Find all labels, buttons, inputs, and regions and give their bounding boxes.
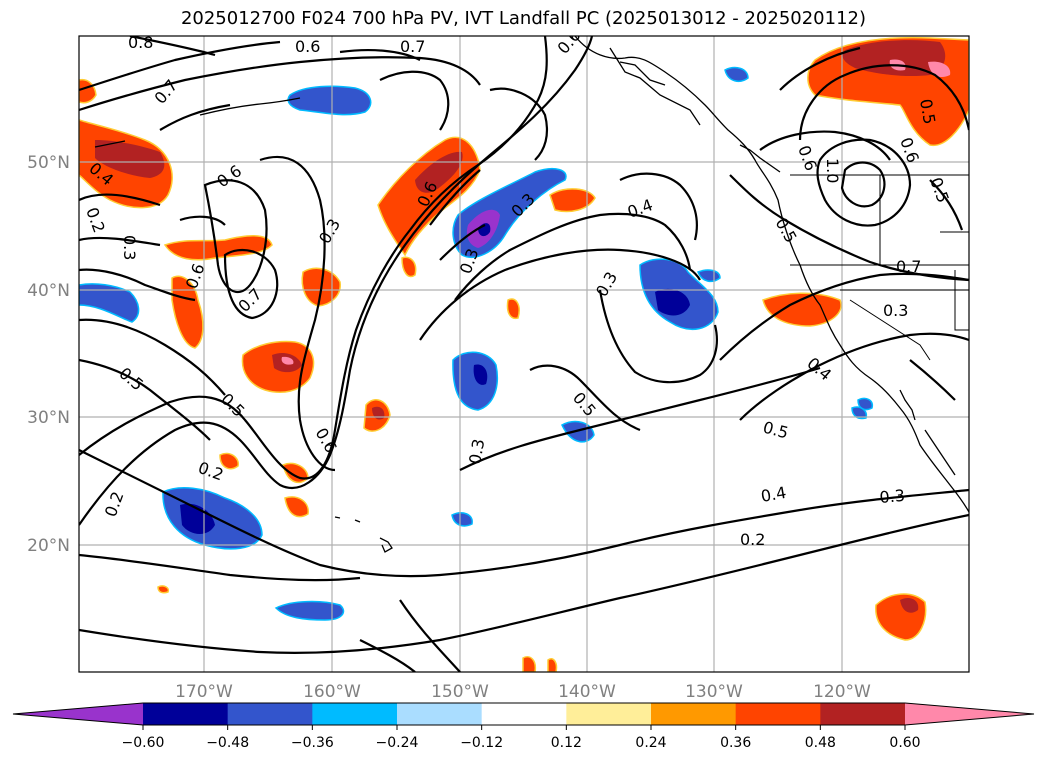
longitude-labels: 170°W 160°W 150°W 140°W 130°W 120°W [175,682,871,702]
colorbar-tick-label: 0.12 [551,735,582,751]
ivt-shading-layer [79,36,969,672]
lon-label: 170°W [175,682,233,702]
positive-anomaly-patch [522,656,537,672]
negative-anomaly-patch [287,85,372,116]
map-frame [78,35,970,673]
contour-label: 0.3 [120,235,139,260]
lat-label: 40°N [27,281,70,301]
colorbar-tick-label: 0.48 [805,735,836,751]
negative-anomaly-patch [851,406,868,420]
contour-label: 1.0 [823,158,842,183]
negative-anomaly-patch [473,364,488,385]
contour-label: 0.7 [400,37,425,56]
positive-anomaly-patch [762,292,842,327]
map-area [79,36,969,672]
lon-label: 130°W [685,682,743,702]
contour-label: 0.3 [465,437,488,465]
colorbar-tick-label: −0.60 [122,735,165,751]
negative-anomaly-patch [655,288,690,316]
contour-label: 0.5 [916,97,939,125]
negative-anomaly-patch [452,351,499,411]
colorbar-extend-min [13,703,143,725]
contour-label: 0.3 [879,486,906,507]
positive-anomaly-patch [95,140,165,178]
colorbar-segment [397,703,483,725]
map-title: 2025012700 F024 700 hPa PV, IVT Landfall… [180,8,867,29]
lon-label: 150°W [431,682,489,702]
colorbar-tick-label: −0.12 [460,735,503,751]
positive-anomaly-patch [401,256,417,278]
negative-anomaly-patch [561,420,595,443]
lat-label: 30°N [27,408,70,428]
positive-anomaly-patch [284,496,309,518]
colorbar-tick-label: 0.24 [635,735,666,751]
colorbar-segment [566,703,652,725]
colorbar-segment [312,703,398,725]
positive-anomaly-patch [281,356,294,365]
colorbar-segment [227,703,313,725]
positive-anomaly-patch [547,658,558,672]
negative-anomaly-patch [451,512,473,527]
contour-label: 0.8 [128,33,153,52]
positive-anomaly-patch [219,452,239,470]
negative-anomaly-patch [79,283,140,323]
colorbar: −0.60 −0.48 −0.36 −0.24 −0.12 0.12 0.24 0.36 0.4… [12,702,1035,751]
lon-label: 140°W [558,682,616,702]
contour-label: 0.6 [295,37,320,56]
lon-label: 120°W [813,682,871,702]
colorbar-segment [481,703,567,725]
positive-anomaly-patch [900,598,919,613]
contour-label: 0.2 [740,530,765,549]
pv-contour-lines [79,36,969,672]
colorbar-tick-label: −0.36 [291,735,334,751]
contour-label: 0.7 [896,257,921,276]
lat-label: 50°N [27,153,70,173]
contour-label: 0.3 [883,301,908,320]
colorbar-tick-label: 0.60 [889,735,920,751]
positive-anomaly-patch [549,188,596,213]
contour-label: 0.4 [759,483,787,506]
colorbar-tick-label: 0.36 [720,735,751,751]
negative-anomaly-patch [274,600,345,621]
negative-anomaly-patch [724,66,749,83]
colorbar-segment [651,703,737,725]
positive-anomaly-patch [171,275,204,349]
positive-anomaly-patch [157,585,170,594]
lat-label: 20°N [27,536,70,556]
colorbar-tick-label: −0.24 [376,735,419,751]
colorbar-segment [820,703,906,725]
colorbar-segment [143,703,229,725]
negative-anomaly-patch [180,503,215,535]
colorbar-tick-label: −0.48 [206,735,249,751]
positive-anomaly-patch [372,406,385,420]
latitude-labels: 50°N 40°N 30°N 20°N [27,153,70,556]
positive-anomaly-patch [506,298,520,320]
lon-label: 160°W [303,682,361,702]
negative-anomaly-patch [857,397,874,411]
colorbar-segment [735,703,821,725]
positive-anomaly-patch [163,235,273,261]
colorbar-extend-max [905,703,1034,725]
